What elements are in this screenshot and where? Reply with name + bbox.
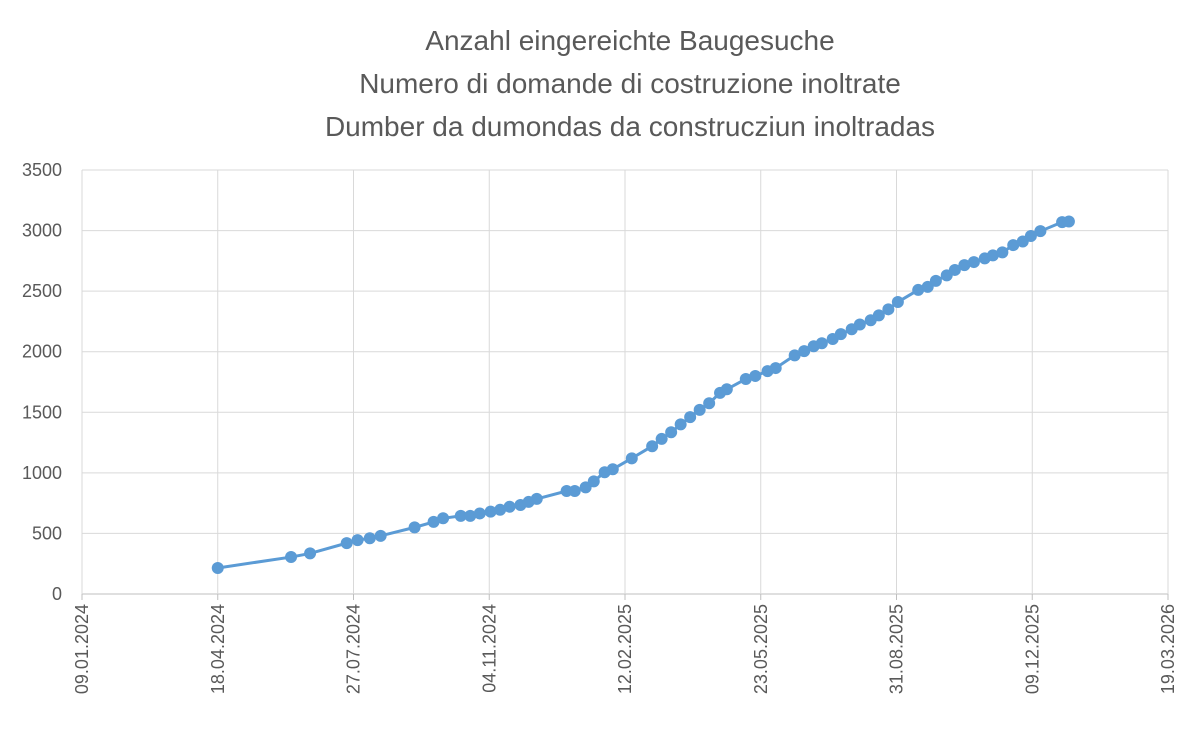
y-tick-label: 1000 bbox=[22, 463, 62, 483]
marker bbox=[948, 263, 961, 276]
marker bbox=[769, 362, 782, 375]
marker bbox=[655, 432, 668, 445]
y-tick-label: 500 bbox=[32, 523, 62, 543]
marker bbox=[351, 534, 364, 547]
marker bbox=[720, 383, 733, 396]
y-tick-label: 2000 bbox=[22, 342, 62, 362]
marker bbox=[1034, 225, 1047, 238]
marker bbox=[1062, 215, 1075, 228]
marker bbox=[606, 463, 619, 476]
marker bbox=[693, 403, 706, 416]
marker bbox=[464, 509, 477, 522]
marker bbox=[211, 561, 224, 574]
marker bbox=[958, 259, 971, 272]
marker bbox=[437, 512, 450, 525]
y-tick-label: 0 bbox=[52, 584, 62, 604]
marker bbox=[646, 440, 659, 453]
x-tick-label: 09.12.2025 bbox=[1022, 604, 1042, 694]
x-tick-label: 18.04.2024 bbox=[208, 604, 228, 694]
marker bbox=[665, 426, 678, 439]
marker bbox=[454, 509, 467, 522]
marker bbox=[374, 529, 387, 542]
marker bbox=[625, 452, 638, 465]
marker bbox=[427, 515, 440, 528]
chart-title: Anzahl eingereichte Baugesuche bbox=[425, 25, 834, 56]
marker bbox=[967, 256, 980, 269]
chart-title: Numero di domande di costruzione inoltra… bbox=[359, 68, 901, 99]
marker bbox=[703, 397, 716, 410]
marker bbox=[929, 274, 942, 287]
marker bbox=[304, 547, 317, 560]
marker bbox=[568, 485, 581, 498]
marker bbox=[891, 296, 904, 309]
x-tick-label: 27.07.2024 bbox=[344, 604, 364, 694]
x-tick-label: 19.03.2026 bbox=[1158, 604, 1178, 694]
marker bbox=[473, 507, 486, 520]
y-tick-label: 3500 bbox=[22, 160, 62, 180]
marker bbox=[484, 505, 497, 518]
y-tick-label: 2500 bbox=[22, 281, 62, 301]
marker bbox=[912, 283, 925, 296]
marker bbox=[834, 328, 847, 341]
marker bbox=[749, 369, 762, 382]
y-tick-label: 3000 bbox=[22, 221, 62, 241]
marker bbox=[530, 492, 543, 505]
marker bbox=[587, 475, 600, 488]
marker bbox=[986, 249, 999, 262]
y-tick-label: 1500 bbox=[22, 402, 62, 422]
marker bbox=[815, 337, 828, 350]
x-tick-label: 04.11.2024 bbox=[479, 604, 499, 693]
marker bbox=[503, 500, 516, 513]
marker bbox=[996, 246, 1009, 259]
marker bbox=[739, 372, 752, 385]
marker bbox=[684, 411, 697, 424]
marker bbox=[674, 418, 687, 431]
marker bbox=[872, 309, 885, 322]
marker bbox=[340, 537, 353, 550]
marker bbox=[882, 303, 895, 316]
marker bbox=[1007, 239, 1020, 252]
marker bbox=[285, 551, 298, 564]
chart-title: Dumber da dumondas da construcziun inolt… bbox=[325, 111, 935, 142]
x-tick-label: 31.08.2025 bbox=[887, 604, 907, 694]
x-tick-label: 09.01.2024 bbox=[72, 604, 92, 694]
marker bbox=[494, 503, 507, 516]
marker bbox=[798, 345, 811, 358]
marker bbox=[788, 349, 801, 362]
x-tick-label: 23.05.2025 bbox=[751, 604, 771, 694]
marker bbox=[363, 532, 376, 545]
marker bbox=[853, 318, 866, 331]
x-tick-label: 12.02.2025 bbox=[615, 604, 635, 694]
marker bbox=[1024, 230, 1037, 243]
marker bbox=[408, 521, 421, 534]
